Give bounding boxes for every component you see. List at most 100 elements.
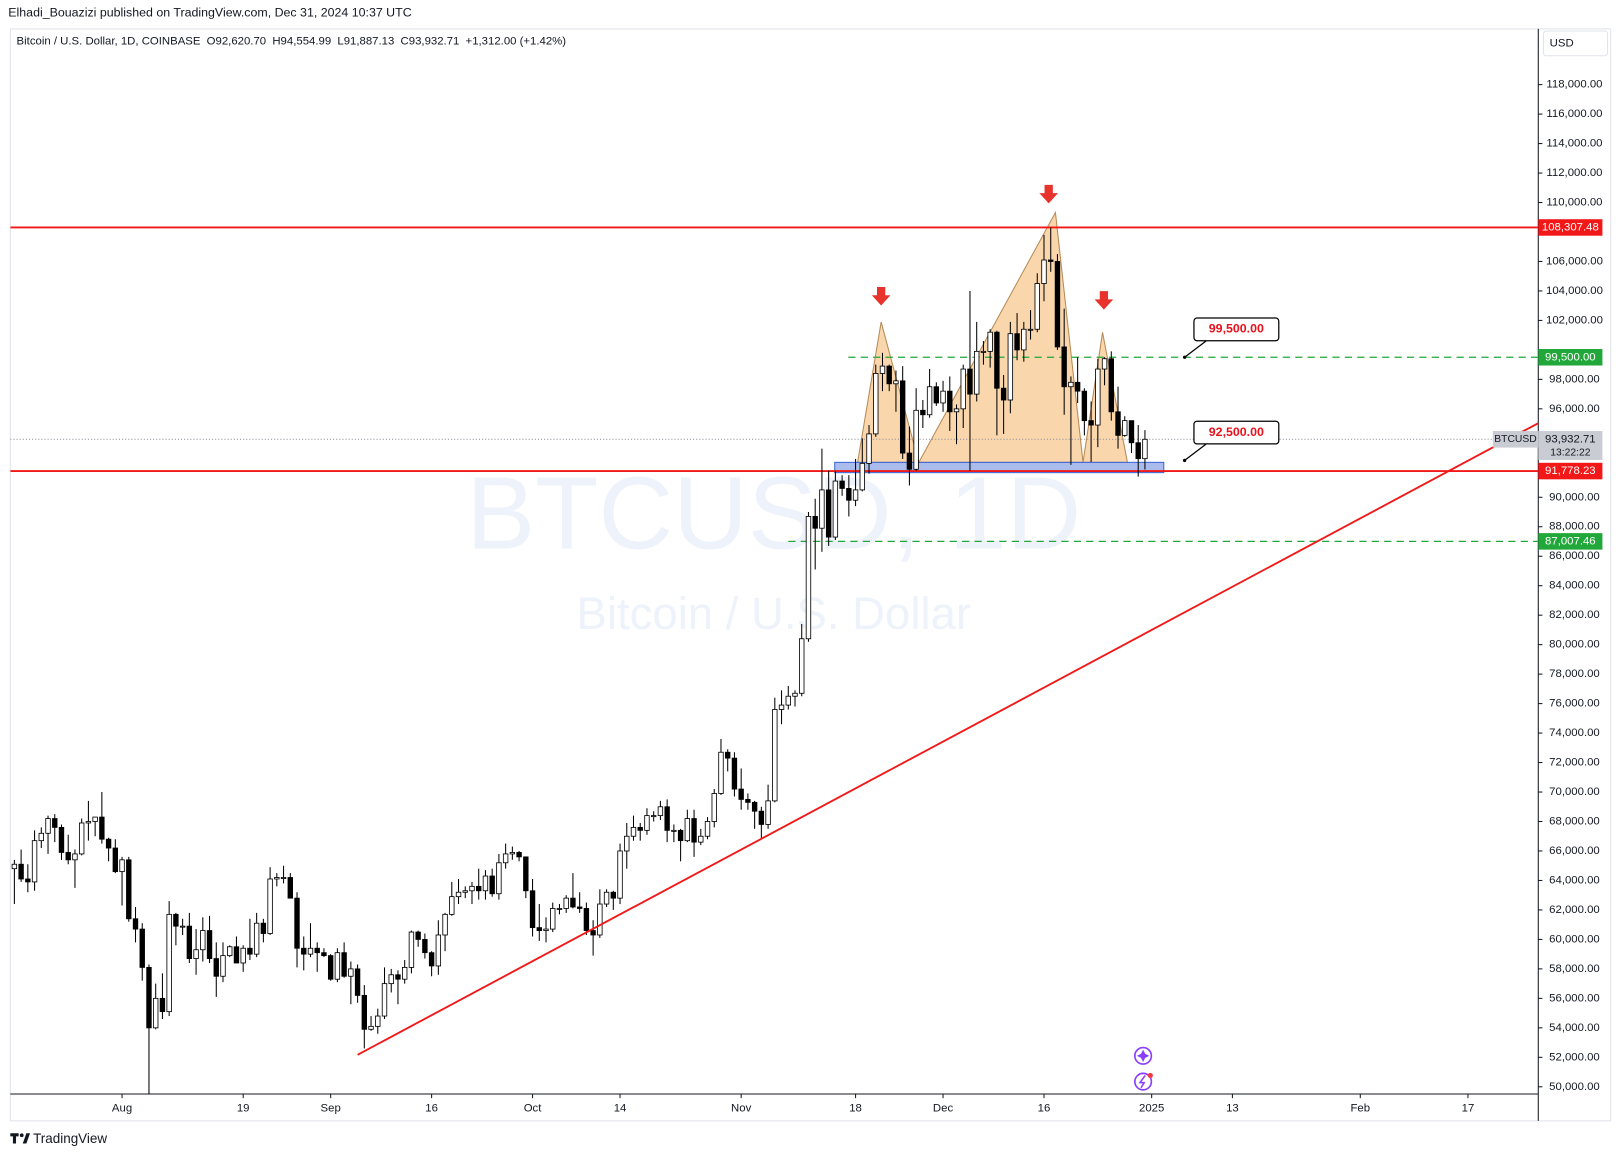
currency[interactable]: USD	[1550, 37, 1574, 49]
y-tick-label: 96,000.00	[1549, 403, 1600, 415]
candle-body	[179, 925, 186, 928]
x-tick-label: 14	[614, 1102, 627, 1114]
y-tick-label: 72,000.00	[1549, 757, 1600, 769]
price-tag-label: 87,007.46	[1545, 535, 1596, 547]
y-tick-label: 50,000.00	[1549, 1081, 1600, 1093]
ohlc-value: 93,932.71	[409, 35, 460, 47]
x-tick-label: 18	[849, 1102, 862, 1114]
candle-body	[119, 859, 125, 873]
down-arrow	[1094, 291, 1114, 310]
candle-body	[476, 885, 482, 892]
candle-body	[314, 947, 320, 954]
candle-body	[516, 852, 522, 858]
candle-body	[247, 947, 253, 955]
candle-body	[354, 968, 361, 996]
candle-body	[462, 890, 468, 893]
candle-body	[260, 922, 267, 934]
candle-body	[778, 704, 785, 710]
candle-body	[233, 946, 240, 964]
candle-body	[334, 952, 341, 980]
candle-body	[85, 821, 92, 824]
candles	[5, 227, 1148, 1095]
candle-body	[240, 947, 246, 964]
candle-body	[799, 638, 805, 694]
watermark-subtitle: Bitcoin / U.S. Dollar	[577, 588, 972, 639]
price-tag-label: 99,500.00	[1545, 351, 1596, 363]
ohlc-value: 91,887.13	[344, 35, 395, 47]
candle-body	[698, 835, 704, 843]
candle-body	[758, 810, 765, 825]
y-tick-label: 68,000.00	[1549, 816, 1600, 828]
candle-body	[920, 409, 926, 416]
candle-body	[879, 365, 886, 374]
candle-body	[637, 826, 643, 831]
candle-body	[738, 788, 744, 800]
candle-body	[105, 838, 112, 849]
y-tick-label: 62,000.00	[1549, 904, 1600, 916]
y-tick-label: 78,000.00	[1549, 668, 1600, 680]
candle-body	[772, 709, 778, 802]
candle-body	[691, 818, 697, 843]
candle-body	[940, 390, 946, 404]
callout-pointer	[1184, 340, 1207, 358]
price-tag	[1538, 219, 1603, 236]
candle-body	[5, 869, 10, 928]
y-tick-label: 84,000.00	[1549, 580, 1600, 592]
candle-body	[294, 897, 300, 949]
y-tick-label: 54,000.00	[1549, 1022, 1600, 1034]
candle-body	[913, 409, 919, 470]
brand: TradingView	[33, 1131, 107, 1146]
brand-logo: TradingView	[10, 1131, 107, 1146]
publisher: Elhadi_Bouazizi published on TradingView…	[8, 6, 411, 20]
currency-box[interactable]	[1542, 30, 1609, 57]
y-tick-label: 114,000.00	[1546, 138, 1602, 150]
callout-label: 92,500.00	[1209, 425, 1264, 439]
x-tick-label: 13	[1226, 1102, 1239, 1114]
symbol-title: Bitcoin / U.S. Dollar, 1D, COINBASE	[17, 35, 201, 47]
candle-body	[186, 925, 193, 959]
legend-line: Bitcoin / U.S. Dollar, 1D, COINBASE O92,6…	[17, 35, 567, 47]
candle-body	[52, 818, 58, 828]
y-tick-label: 118,000.00	[1546, 79, 1602, 91]
price-tag	[1538, 349, 1603, 366]
y-tick-label: 110,000.00	[1546, 197, 1602, 209]
price-tag	[1538, 462, 1603, 480]
callout-pointer	[1184, 443, 1207, 461]
ohlc-key: C	[401, 35, 409, 47]
candle-body	[65, 852, 71, 861]
candle-body	[449, 896, 455, 915]
candle-body	[381, 983, 388, 1017]
y-tick-label: 86,000.00	[1549, 550, 1600, 562]
candle-body	[502, 853, 509, 864]
candle-body	[644, 815, 650, 831]
candle-body	[146, 966, 152, 1029]
callout-label: 99,500.00	[1209, 322, 1264, 336]
candle-body	[45, 818, 51, 834]
candle-body	[206, 930, 213, 959]
candle-body	[11, 863, 18, 870]
candle-body	[1054, 261, 1061, 348]
candle-body	[166, 913, 172, 1013]
candle-body	[139, 928, 145, 968]
candle-body	[159, 997, 166, 1013]
candle-body	[341, 952, 347, 977]
y-tick-label: 58,000.00	[1549, 963, 1600, 975]
candle-body	[1088, 420, 1094, 426]
candle-body	[866, 433, 872, 464]
candle-body	[650, 815, 657, 818]
candle-body	[1000, 387, 1007, 401]
candle-body	[987, 331, 993, 352]
candle-body	[785, 695, 791, 706]
candle-body	[38, 832, 44, 842]
candle-body	[805, 516, 812, 640]
x-tick-label: Aug	[112, 1102, 132, 1114]
candle-body	[1061, 346, 1067, 388]
candle-body	[435, 934, 442, 967]
candle-body	[745, 798, 751, 803]
candle-body	[886, 365, 892, 385]
x-tick-label: Oct	[524, 1102, 543, 1114]
candle-body	[307, 947, 314, 955]
candle-body	[267, 878, 273, 934]
candle-body	[361, 995, 368, 1030]
symbol-tag	[1492, 431, 1539, 448]
